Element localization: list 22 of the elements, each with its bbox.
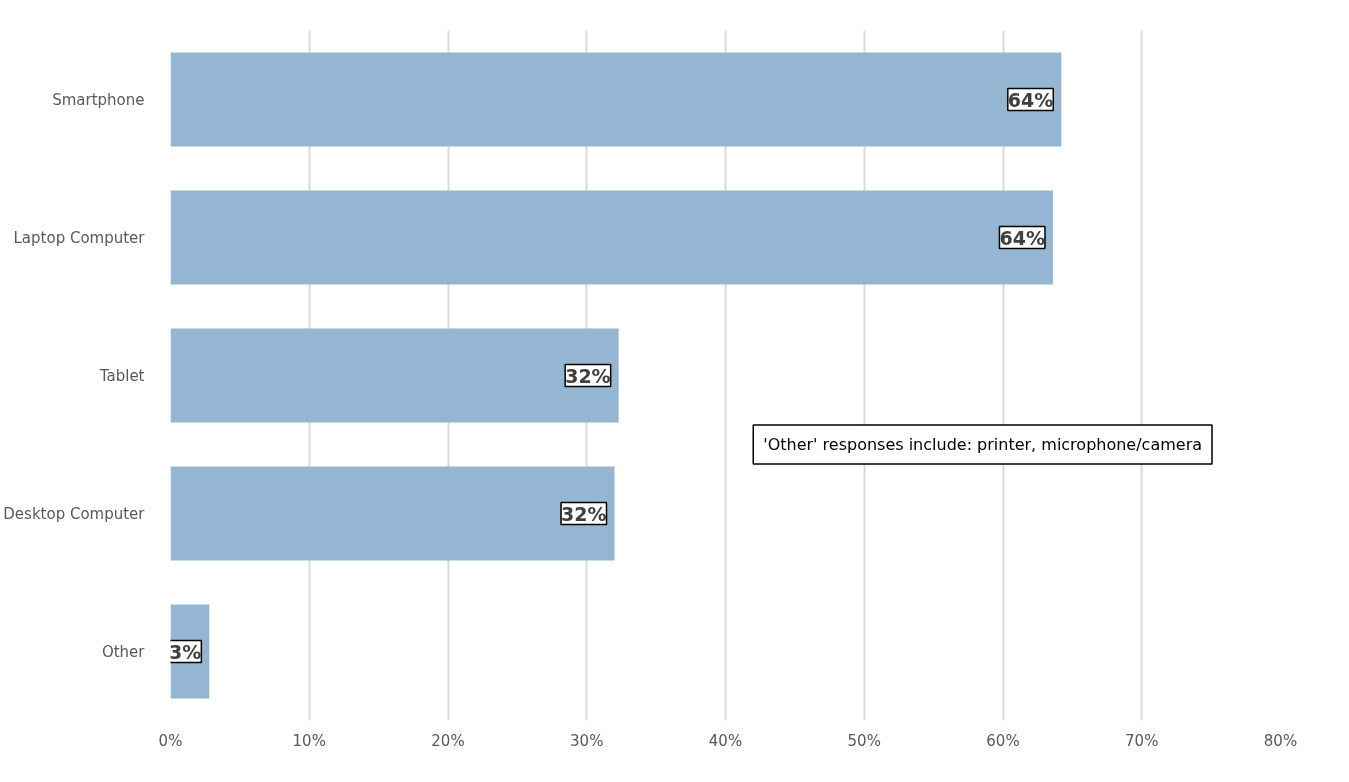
x-tick-label: 10% [292,731,326,750]
bar [170,328,619,423]
y-tick-label: Tablet [98,366,145,385]
x-tick-label: 50% [847,731,881,750]
bar [170,466,615,561]
data-label: 32% [565,364,611,387]
x-tick-label: 20% [431,731,465,750]
bar [170,190,1053,285]
x-tick-label: 40% [708,731,743,750]
annotation: 'Other' responses include: printer, microphone/camera [763,435,1203,454]
y-tick-label: Desktop Computer [3,504,146,523]
bar [170,52,1062,147]
y-tick-label: Smartphone [52,90,145,109]
data-label: 3% [169,640,202,663]
x-tick-label: 80% [1263,731,1298,750]
y-tick-label: Other [101,642,146,661]
x-tick-label: 30% [570,731,604,750]
x-tick-label: 70% [1125,731,1159,750]
data-label: 32% [561,502,607,525]
x-tick-label: 0% [158,731,183,750]
y-tick-label: Laptop Computer [13,228,146,247]
x-tick-label: 60% [986,731,1020,750]
